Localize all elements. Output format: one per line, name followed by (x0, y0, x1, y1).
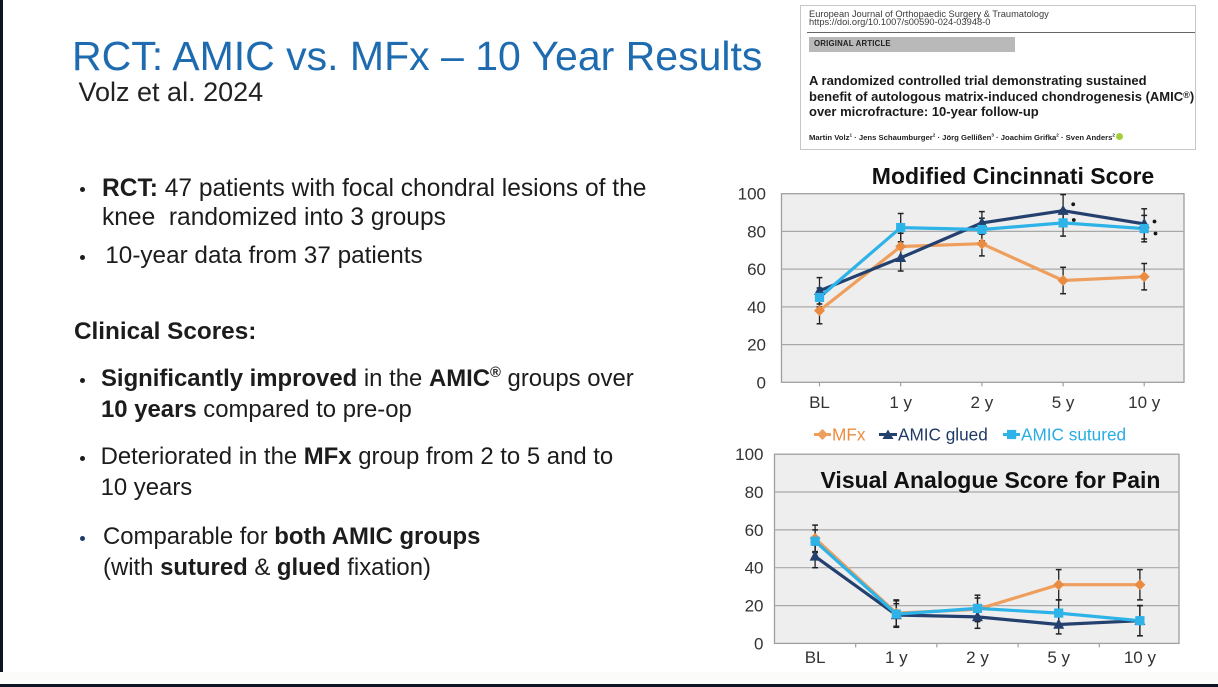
svg-text:BL: BL (805, 648, 826, 667)
svg-text:Modified Cincinnati Score: Modified Cincinnati Score (872, 163, 1154, 189)
svg-text:2 y: 2 y (971, 393, 994, 412)
svg-text:100: 100 (735, 445, 763, 464)
svg-text:BL: BL (809, 393, 830, 412)
svg-text:Visual Analogue Score for Pain: Visual Analogue Score for Pain (821, 467, 1161, 493)
svg-text:1 y: 1 y (885, 648, 908, 667)
svg-text:20: 20 (747, 336, 766, 355)
svg-text:60: 60 (747, 260, 766, 279)
svg-text:AMIC glued: AMIC glued (898, 425, 988, 445)
svg-text:10 y: 10 y (1128, 393, 1161, 412)
svg-text:100: 100 (738, 185, 766, 204)
svg-text:60: 60 (745, 521, 764, 540)
svg-text:20: 20 (745, 597, 764, 616)
svg-text:40: 40 (747, 298, 766, 317)
svg-text:5 y: 5 y (1052, 393, 1075, 412)
svg-text:MFx: MFx (832, 425, 866, 445)
svg-text:5 y: 5 y (1047, 648, 1070, 667)
svg-text:40: 40 (745, 559, 764, 578)
svg-text:80: 80 (747, 222, 766, 241)
svg-text:0: 0 (754, 634, 763, 653)
svg-text:AMIC sutured: AMIC sutured (1021, 425, 1126, 445)
svg-text:80: 80 (745, 483, 764, 502)
svg-text:0: 0 (757, 373, 766, 392)
svg-text:1 y: 1 y (889, 393, 912, 412)
svg-text:2 y: 2 y (966, 648, 989, 667)
svg-text:10 y: 10 y (1124, 648, 1157, 667)
